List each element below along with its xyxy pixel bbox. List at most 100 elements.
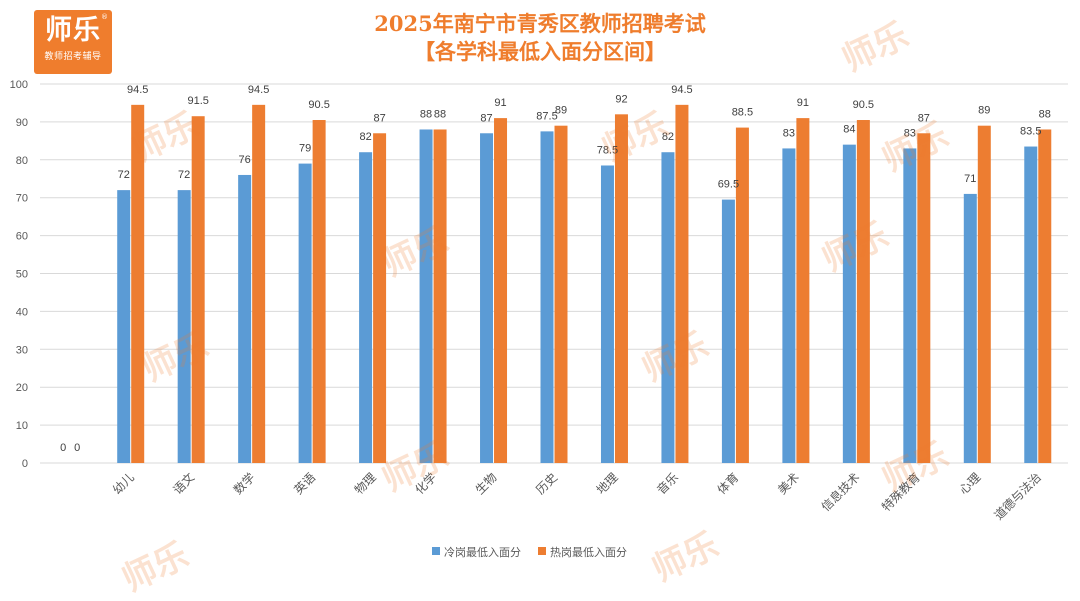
bar-cold (721, 199, 735, 463)
bar-cold (661, 152, 675, 463)
bar-cold (419, 129, 433, 464)
bar-cold (359, 152, 373, 463)
y-tick-label: 90 (16, 117, 28, 129)
data-label-hot: 0 (74, 442, 80, 454)
data-label-cold: 69.5 (718, 179, 739, 191)
data-label-hot: 87 (373, 112, 385, 124)
x-tick-label: 英语 (291, 470, 318, 497)
data-label-cold: 0 (60, 442, 66, 454)
bar-hot (735, 127, 749, 464)
data-label-cold: 78.5 (597, 144, 618, 156)
data-label-hot: 94.5 (248, 84, 269, 96)
bar-cold (1024, 146, 1038, 463)
data-label-hot: 94.5 (127, 84, 148, 96)
y-axis-ticks: 0 10 20 30 40 50 60 70 80 90 100 (10, 79, 28, 470)
legend-swatch-hot (538, 547, 546, 555)
data-label-cold: 76 (239, 154, 251, 166)
bar-hot (252, 104, 266, 463)
bars (117, 104, 1052, 464)
y-tick-label: 40 (16, 306, 28, 318)
gridlines (40, 83, 1068, 464)
y-tick-label: 80 (16, 155, 28, 167)
y-tick-label: 0 (22, 458, 28, 470)
bar-cold (117, 190, 131, 463)
x-tick-label: 道德与法治 (991, 470, 1044, 523)
data-label-hot: 88 (1039, 108, 1051, 120)
x-tick-label: 数学 (230, 470, 258, 498)
data-label-hot: 90.5 (308, 99, 329, 111)
data-label-cold: 87 (480, 112, 492, 124)
x-tick-label: 语文 (170, 470, 198, 498)
bar-hot (796, 118, 810, 464)
bar-hot (312, 120, 326, 463)
bar-cold (782, 148, 796, 463)
bar-hot (554, 125, 568, 463)
data-label-cold: 79 (299, 143, 311, 155)
bar-hot (191, 116, 205, 463)
chart-subtitle: 【各学科最低入面分区间】 (414, 39, 666, 64)
data-label-cold: 72 (118, 169, 130, 181)
data-label-cold: 88 (420, 108, 432, 120)
data-label-cold: 82 (359, 131, 371, 143)
bar-hot (977, 125, 991, 463)
bar-hot (1038, 129, 1052, 464)
bar-hot (856, 120, 870, 463)
data-label-cold: 83.5 (1020, 126, 1041, 138)
bar-hot (433, 129, 447, 464)
bar-cold (177, 190, 191, 463)
data-label-cold: 83 (904, 127, 916, 139)
x-tick-label: 化学 (412, 470, 440, 498)
data-label-hot: 91 (494, 97, 506, 109)
y-tick-label: 70 (16, 193, 28, 205)
x-tick-label: 地理 (594, 470, 621, 497)
y-tick-label: 60 (16, 231, 28, 243)
x-tick-label: 特殊教育 (878, 470, 923, 515)
data-label-hot: 88 (434, 108, 446, 120)
data-label-cold: 71 (964, 173, 976, 185)
bar-hot (917, 133, 931, 463)
x-tick-label: 体育 (714, 470, 742, 498)
data-label-cold: 87.5 (536, 110, 557, 122)
bar-cold (480, 133, 494, 463)
y-tick-label: 50 (16, 269, 28, 281)
bar-hot (131, 104, 145, 463)
data-label-hot: 90.5 (853, 99, 874, 111)
data-label-hot: 89 (978, 105, 990, 117)
x-tick-label: 信息技术 (818, 470, 863, 515)
data-label-hot: 94.5 (671, 84, 692, 96)
legend-swatch-cold (432, 547, 440, 555)
bar-cold (903, 148, 917, 463)
bar-hot (494, 118, 508, 464)
data-label-cold: 83 (783, 127, 795, 139)
y-tick-label: 20 (16, 382, 28, 394)
data-label-cold: 72 (178, 169, 190, 181)
x-tick-label: 幼儿 (110, 470, 137, 497)
x-tick-label: 美术 (775, 470, 802, 497)
data-label-hot: 91 (797, 97, 809, 109)
data-label-hot: 92 (615, 93, 627, 105)
x-axis-ticks: 幼儿 语文 数学 英语 物理 化学 生物 历史 地理 音乐 体育 美术 信息技术 特殊教育 心理 道德与法治 (110, 470, 1044, 523)
bar-hot (614, 114, 628, 463)
data-label-cold: 84 (843, 124, 855, 136)
data-label-hot: 89 (555, 105, 567, 117)
bar-cold (540, 131, 554, 463)
data-label-hot: 88.5 (732, 107, 753, 119)
logo-tagline: 教师招考辅导 (44, 52, 102, 62)
registered-mark: ® (101, 13, 108, 21)
x-tick-label: 历史 (533, 470, 560, 497)
brand-logo: ® 师乐 教师招考辅导 (34, 10, 112, 74)
chart-title: 2025年南宁市青秀区教师招聘考试 (374, 11, 706, 36)
y-tick-label: 100 (10, 79, 28, 91)
logo-name: 师乐 (45, 15, 101, 46)
bar-cold (963, 193, 977, 463)
x-tick-label: 心理 (957, 470, 984, 497)
legend: 冷岗最低入面分 热岗最低入面分 (432, 546, 627, 559)
legend-label-cold: 冷岗最低入面分 (444, 546, 521, 559)
y-tick-label: 10 (16, 420, 28, 432)
y-tick-label: 30 (16, 344, 28, 356)
x-tick-label: 生物 (473, 470, 500, 497)
data-label-hot: 87 (918, 112, 930, 124)
bar-cold (238, 174, 252, 463)
